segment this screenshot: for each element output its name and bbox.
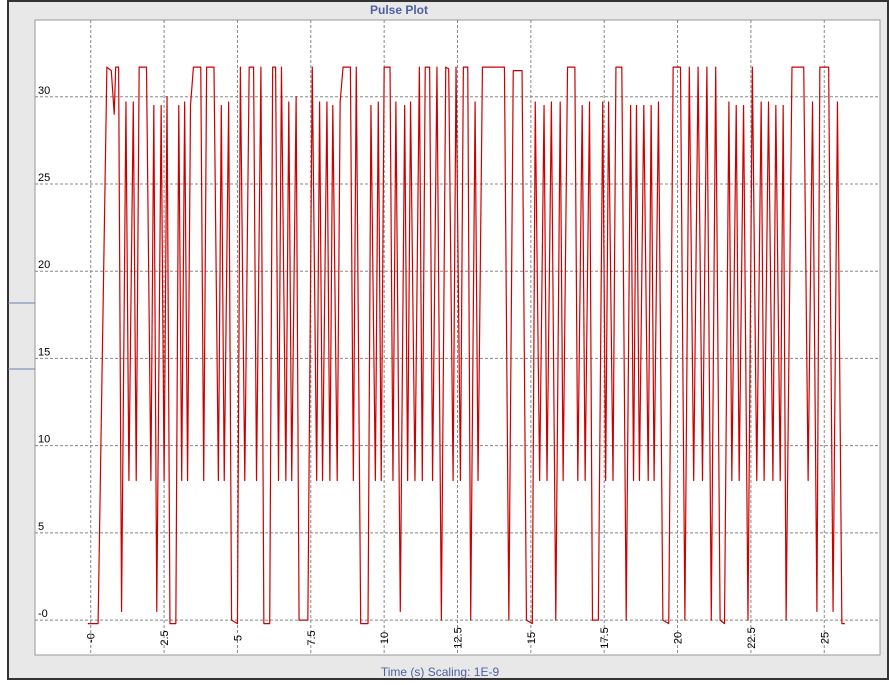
pulse-line xyxy=(87,66,845,625)
x-tick-label: 25 xyxy=(819,632,831,644)
y-tick-label: 25 xyxy=(38,172,50,184)
x-tick-label: 17.5 xyxy=(599,627,611,648)
x-axis-label: Time (s) Scaling: 1E-9 xyxy=(381,665,500,679)
y-tick-label: 30 xyxy=(38,85,50,97)
x-tick-label: 7.5 xyxy=(306,630,318,645)
y-tick-label: 20 xyxy=(38,259,50,271)
x-tick-label: 2.5 xyxy=(159,630,171,645)
chart-title: Pulse Plot xyxy=(370,3,428,17)
x-tick-label: 5 xyxy=(232,635,244,641)
x-tick-label: 10 xyxy=(379,632,391,644)
x-tick-label: -0 xyxy=(86,633,98,643)
x-tick-label: 15 xyxy=(526,632,538,644)
tick-labels: -0 5 10 15 20 25 30 -0 2.5 5 7.5 10 12.5 15 17.5 20 22.5… xyxy=(38,85,831,649)
x-tick-label: 22.5 xyxy=(746,627,758,648)
y-tick-label: 15 xyxy=(38,346,50,358)
y-tick-label: 10 xyxy=(38,434,50,446)
marks xyxy=(87,66,845,625)
x-tick-label: 20 xyxy=(673,632,685,644)
y-tick-label: -0 xyxy=(38,608,48,620)
y-tick-label: 5 xyxy=(38,521,44,533)
x-tick-label: 12.5 xyxy=(453,627,465,648)
